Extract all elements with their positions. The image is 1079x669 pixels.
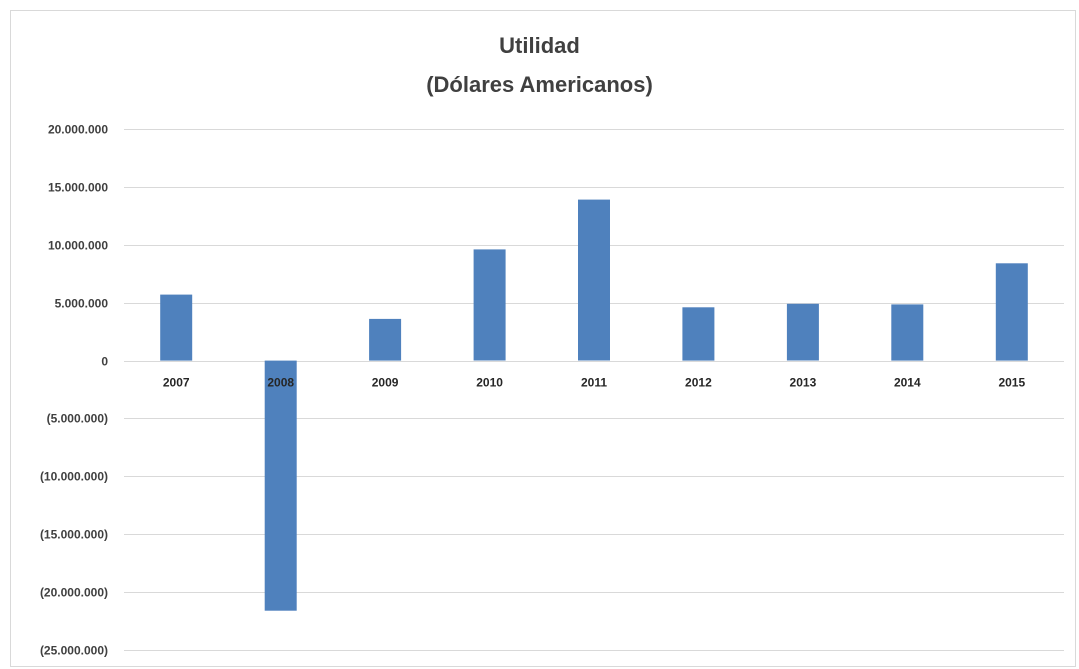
y-tick-label: (25.000.000) (40, 644, 108, 658)
bar-2012 (682, 307, 715, 361)
y-tick-label: (5.000.000) (47, 412, 108, 426)
y-tick-label: 15.000.000 (48, 181, 108, 195)
y-tick-label: (20.000.000) (40, 586, 108, 600)
bar-2010 (473, 249, 506, 361)
x-tick-label: 2010 (476, 376, 503, 390)
y-tick-label: 20.000.000 (48, 123, 108, 137)
x-tick-label: 2009 (372, 376, 399, 390)
y-tick-label: (10.000.000) (40, 470, 108, 484)
y-tick-label: 5.000.000 (55, 297, 109, 311)
x-tick-label: 2011 (581, 376, 607, 390)
x-tick-label: 2013 (790, 376, 817, 390)
y-tick-label: 10.000.000 (48, 239, 108, 253)
chart-subtitle: (Dólares Americanos) (426, 72, 653, 97)
x-axis-tick-labels: 2007 2008 2009 2010 2011 2012 2013 2014 2015 (163, 376, 1026, 390)
y-tick-label: 0 (101, 355, 108, 369)
bar-2007 (160, 294, 193, 361)
bar-2008 (264, 360, 297, 611)
x-tick-label: 2007 (163, 376, 190, 390)
y-axis-tick-labels: 20.000.000 15.000.000 10.000.000 5.000.000 0… (40, 123, 108, 658)
bars (160, 199, 1028, 611)
bar-2013 (786, 303, 819, 361)
x-tick-label: 2015 (998, 376, 1025, 390)
chart-title: Utilidad (499, 33, 580, 58)
bar-2014 (891, 304, 924, 361)
bar-2015 (995, 263, 1028, 361)
x-tick-label: 2014 (894, 376, 921, 390)
x-tick-label: 2008 (267, 376, 294, 390)
y-tick-label: (15.000.000) (40, 528, 108, 542)
bar-2011 (578, 199, 610, 361)
bar-2009 (369, 318, 402, 361)
x-tick-label: 2012 (685, 376, 712, 390)
